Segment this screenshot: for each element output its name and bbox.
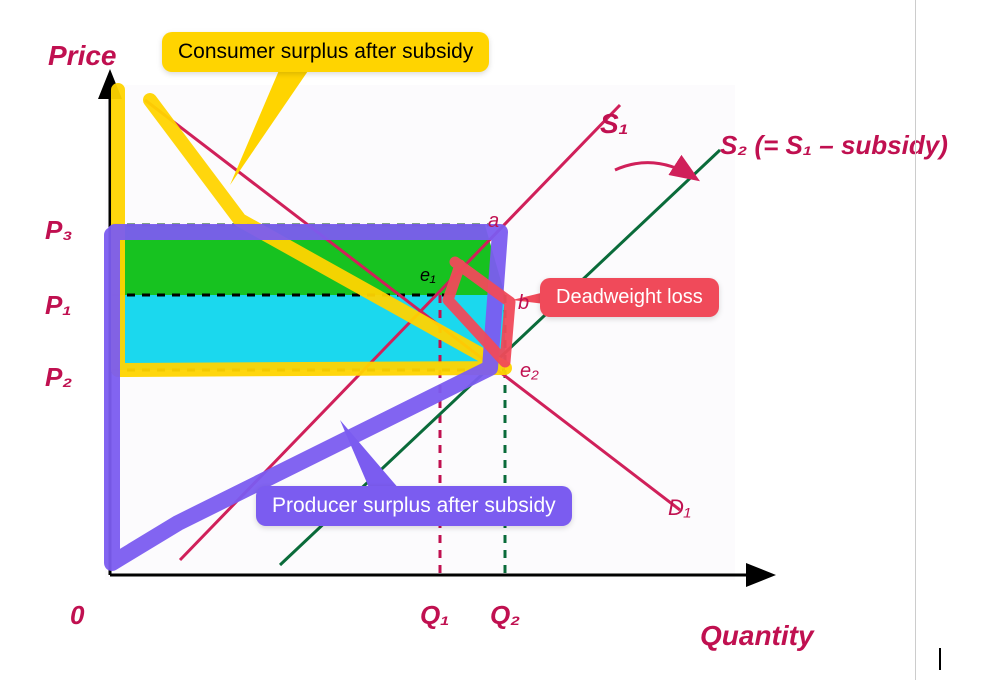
point-e2-label: e₂ — [520, 360, 539, 383]
p3-label: P₃ — [45, 215, 72, 246]
point-a-label: a — [488, 210, 499, 233]
p2-label: P₂ — [45, 362, 72, 393]
price-axis-label: Price — [48, 40, 117, 72]
economics-diagram: Price Quantity 0 P₃ P₁ P₂ Q₁ Q₂ S₁ S₂ (=… — [0, 0, 996, 680]
quantity-axis-label: Quantity — [700, 620, 814, 652]
deadweight-loss-callout: Deadweight loss — [540, 278, 719, 317]
diagram-svg — [0, 0, 996, 680]
point-e1-label: e₁ — [420, 265, 436, 286]
q2-label: Q₂ — [490, 600, 520, 631]
consumer-surplus-callout: Consumer surplus after subsidy — [162, 32, 489, 72]
producer-surplus-callout: Producer surplus after subsidy — [256, 486, 572, 526]
page-divider — [915, 0, 916, 680]
point-b-label: b — [518, 292, 529, 315]
text-cursor-icon — [939, 648, 941, 670]
s1-label: S₁ — [600, 108, 629, 140]
s2-label: S₂ (= S₁ – subsidy) — [720, 130, 948, 161]
p1-label: P₁ — [45, 290, 72, 321]
origin-label: 0 — [70, 600, 84, 631]
d1-label: D₁ — [668, 495, 691, 521]
q1-label: Q₁ — [420, 600, 449, 631]
